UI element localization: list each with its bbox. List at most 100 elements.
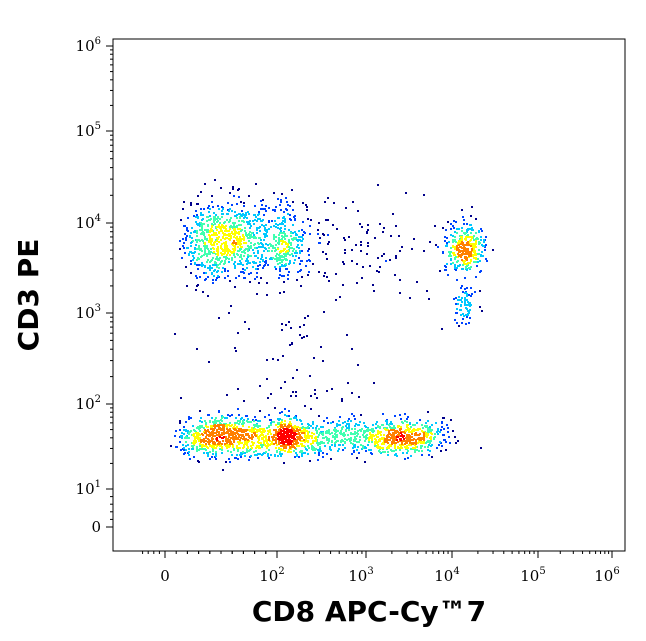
event-point (478, 249, 480, 251)
event-point (450, 251, 452, 253)
event-point (318, 454, 320, 456)
event-point (470, 259, 472, 261)
event-point (278, 422, 280, 424)
event-point (322, 360, 324, 362)
event-point (303, 445, 305, 447)
event-point (481, 310, 483, 312)
event-point (234, 424, 236, 426)
event-point (350, 442, 352, 444)
event-point (276, 431, 278, 433)
event-point (237, 388, 239, 390)
event-point (270, 226, 272, 228)
event-point (243, 255, 245, 257)
event-point (439, 270, 441, 272)
event-point (207, 276, 209, 278)
event-point (310, 219, 312, 221)
event-point (201, 421, 203, 423)
event-point (360, 244, 362, 246)
event-point (197, 203, 199, 205)
event-point (187, 230, 189, 232)
event-point (290, 425, 292, 427)
event-point (278, 237, 280, 239)
event-point (425, 422, 427, 424)
event-point (206, 238, 208, 240)
event-point (257, 425, 259, 427)
event-point (193, 231, 195, 233)
event-point (456, 245, 458, 247)
event-point (211, 229, 213, 231)
event-point (295, 391, 297, 393)
event-point (361, 428, 363, 430)
event-point (190, 417, 192, 419)
event-point (235, 277, 237, 279)
event-point (470, 215, 472, 217)
event-point (203, 234, 205, 236)
event-point (406, 421, 408, 423)
event-point (239, 260, 241, 262)
event-point (301, 437, 303, 439)
event-point (415, 443, 417, 445)
event-point (188, 433, 190, 435)
event-point (337, 430, 339, 432)
event-point (210, 218, 212, 220)
event-point (228, 458, 230, 460)
event-point (265, 260, 267, 262)
event-point (231, 454, 233, 456)
event-point (483, 245, 485, 247)
event-point (247, 211, 249, 213)
event-point (204, 238, 206, 240)
event-point (215, 258, 217, 260)
event-point (206, 255, 208, 257)
event-point (195, 221, 197, 223)
event-point (439, 431, 441, 433)
event-point (308, 271, 310, 273)
event-point (224, 249, 226, 251)
event-point (327, 442, 329, 444)
event-point (238, 196, 240, 198)
event-point (236, 445, 238, 447)
event-point (217, 424, 219, 426)
event-point (292, 232, 294, 234)
event-point (299, 427, 301, 429)
event-point (206, 430, 208, 432)
event-point (302, 238, 304, 240)
event-point (465, 307, 467, 309)
event-point (233, 441, 235, 443)
event-point (207, 225, 209, 227)
event-point (249, 281, 251, 283)
event-point (226, 447, 228, 449)
event-point (305, 204, 307, 206)
event-point (340, 432, 342, 434)
event-point (195, 289, 197, 291)
event-point (388, 436, 390, 438)
event-point (197, 217, 199, 219)
event-point (206, 231, 208, 233)
event-point (469, 317, 471, 319)
event-point (407, 427, 409, 429)
event-point (234, 228, 236, 230)
event-point (252, 220, 254, 222)
event-point (411, 430, 413, 432)
event-point (293, 426, 295, 428)
event-point (280, 455, 282, 457)
event-point (391, 434, 393, 436)
event-point (437, 246, 439, 248)
event-point (265, 224, 267, 226)
event-point (217, 205, 219, 207)
event-point (254, 219, 256, 221)
event-point (211, 201, 213, 203)
event-point (205, 440, 207, 442)
event-point (221, 210, 223, 212)
event-point (221, 447, 223, 449)
event-point (190, 430, 192, 432)
event-point (179, 240, 181, 242)
event-point (286, 201, 288, 203)
event-point (465, 323, 467, 325)
event-point (394, 415, 396, 417)
event-point (197, 438, 199, 440)
event-point (283, 236, 285, 238)
event-point (207, 207, 209, 209)
event-point (348, 236, 350, 238)
event-point (391, 441, 393, 443)
event-point (427, 431, 429, 433)
